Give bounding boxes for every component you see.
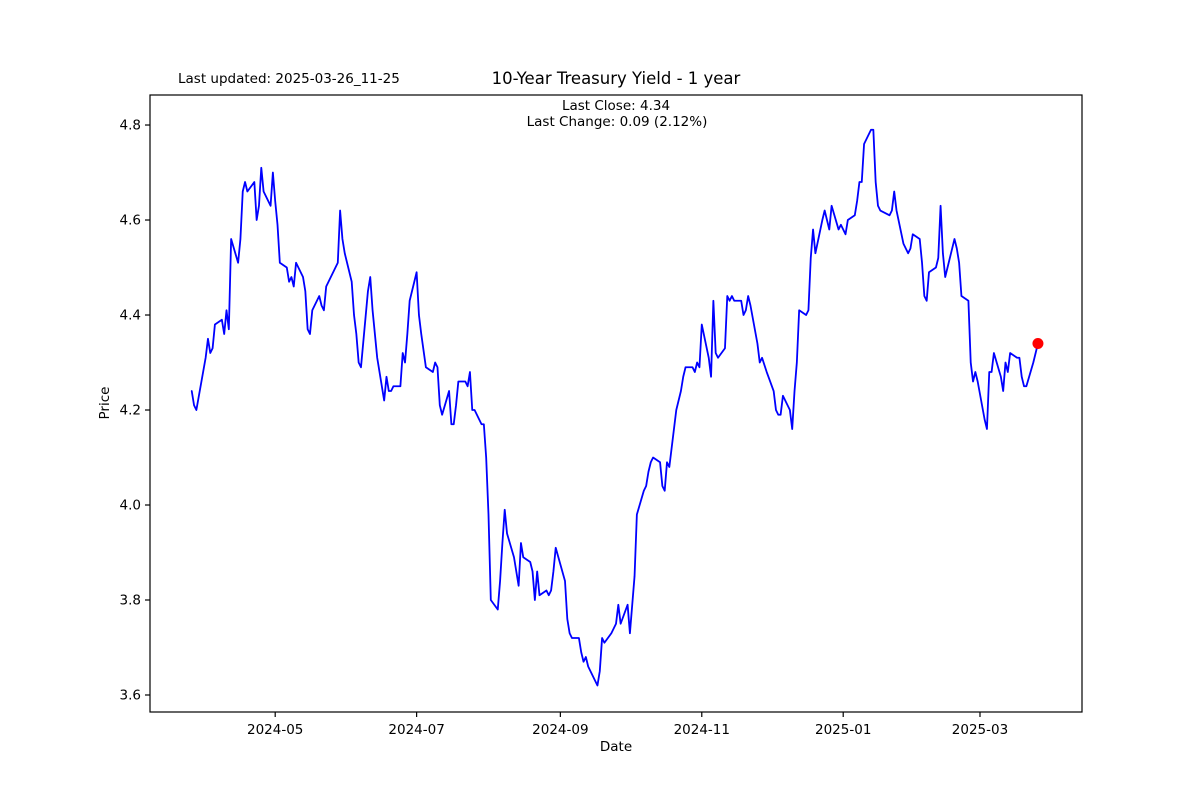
price-line [190, 128, 1039, 687]
axes-frame [149, 94, 1083, 713]
x-axis-label: Date [599, 739, 633, 755]
y-tick-label: 3.6 [120, 688, 141, 704]
y-tick-label: 4.6 [120, 213, 141, 229]
x-tick-label: 2024-09 [532, 722, 588, 738]
x-tick-label: 2025-01 [815, 722, 871, 738]
y-tick-label: 4.2 [120, 403, 141, 419]
last-close-annotation: Last Close: 4.34 [561, 98, 671, 114]
y-tick-label: 3.8 [120, 593, 141, 609]
y-tick-label: 4.8 [120, 118, 141, 134]
x-tick-label: 2024-07 [388, 722, 444, 738]
last-change-annotation: Last Change: 0.09 (2.12%) [526, 114, 708, 130]
y-tick-label: 4.0 [120, 498, 141, 514]
last-updated-label: Last updated: 2025-03-26_11-25 [178, 71, 400, 87]
y-tick-label: 4.4 [120, 308, 141, 324]
x-tick-label: 2024-05 [247, 722, 303, 738]
last-close-marker [1032, 338, 1044, 350]
x-tick-label: 2025-03 [952, 722, 1008, 738]
x-tick-label: 2024-11 [674, 722, 730, 738]
chart-title: 10-Year Treasury Yield - 1 year [491, 69, 741, 88]
